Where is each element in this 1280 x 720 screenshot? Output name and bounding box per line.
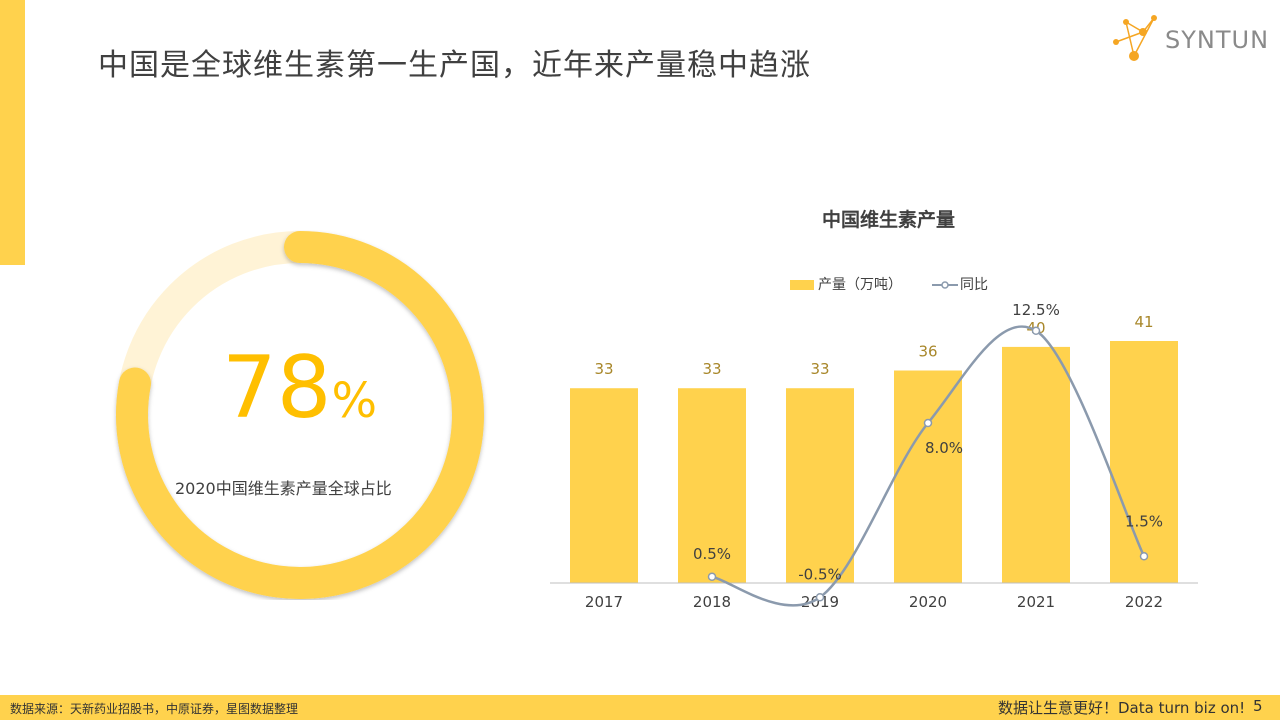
yoy-value-label: 0.5% — [693, 545, 731, 563]
page-number: 5 — [1253, 697, 1263, 715]
x-tick-label: 2018 — [693, 593, 731, 611]
legend-swatch-marker — [941, 281, 949, 289]
legend-swatch-bar — [790, 280, 814, 290]
page-title: 中国是全球维生素第一生产国，近年来产量稳中趋涨 — [98, 48, 811, 83]
bar-2021 — [1002, 346, 1070, 583]
bar-value-label: 33 — [702, 360, 721, 378]
legend-label-line: 同比 — [960, 277, 988, 293]
bar-2018 — [678, 388, 746, 583]
footer-slogan: 数据让生意更好！Data turn biz on! — [998, 699, 1246, 717]
logo-text: SYNTUN — [1165, 26, 1270, 54]
bar-2019 — [786, 388, 854, 583]
bar-2022 — [1110, 341, 1178, 583]
yoy-point — [707, 572, 717, 581]
bar-value-label: 33 — [594, 360, 613, 378]
yoy-point — [815, 593, 825, 602]
footer-bar: 数据来源：天新药业招股书，中原证券，星图数据整理 数据让生意更好！Data tu… — [0, 695, 1280, 720]
yoy-point — [1139, 552, 1149, 561]
logo-mark-icon — [1113, 15, 1157, 61]
yoy-value-label: 8.0% — [925, 439, 963, 457]
x-tick-label: 2020 — [909, 593, 947, 611]
donut-value: 78% — [222, 345, 377, 431]
x-tick-label: 2017 — [585, 593, 623, 611]
bar-value-label: 33 — [810, 360, 829, 378]
accent-bar — [0, 0, 25, 265]
logo: SYNTUN — [1110, 10, 1270, 70]
yoy-value-label: 1.5% — [1125, 512, 1163, 530]
bar-value-label: 41 — [1134, 313, 1153, 331]
production-chart: 产量（万吨） 同比 333333364041 20172018201920202… — [550, 277, 1198, 611]
donut-caption: 2020中国维生素产量全球占比 — [175, 479, 392, 498]
yoy-value-label: -0.5% — [798, 565, 842, 583]
yoy-value-label: 12.5% — [1012, 301, 1060, 319]
donut-chart — [100, 230, 500, 600]
chart-legend: 产量（万吨） 同比 — [790, 277, 988, 293]
x-tick-label: 2021 — [1017, 593, 1055, 611]
bar-2020 — [894, 370, 962, 583]
donut-value-unit: % — [331, 373, 378, 429]
yoy-point — [923, 418, 933, 428]
donut-value-arc — [116, 231, 484, 599]
legend-label-bar: 产量（万吨） — [818, 277, 902, 293]
yoy-point — [1031, 326, 1041, 335]
chart-title: 中国维生素产量 — [822, 209, 956, 231]
footer-source: 数据来源：天新药业招股书，中原证券，星图数据整理 — [10, 702, 299, 716]
bar-2017 — [570, 388, 638, 583]
donut-value-number: 78 — [222, 338, 332, 438]
yoy-line — [711, 325, 1146, 607]
x-tick-label: 2022 — [1125, 593, 1163, 611]
bar-value-label: 36 — [918, 343, 937, 361]
x-tick-label: 2019 — [801, 593, 839, 611]
